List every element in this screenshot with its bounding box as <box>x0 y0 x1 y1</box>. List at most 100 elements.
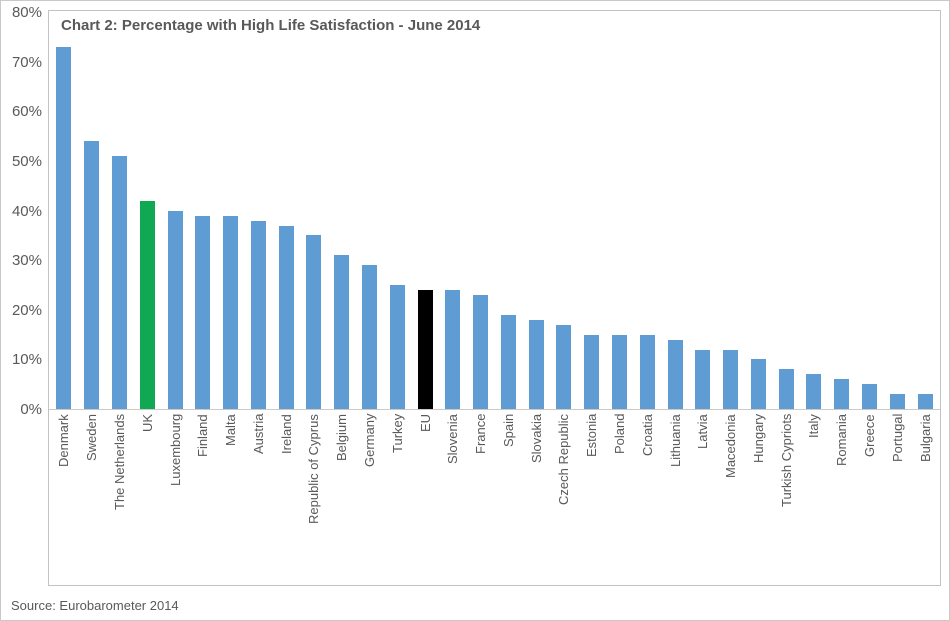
bar-sweden <box>84 141 100 409</box>
bar-zone <box>133 11 161 409</box>
bar-malta <box>223 215 239 409</box>
category-column: Germany <box>356 11 384 585</box>
bar-croatia <box>639 334 655 409</box>
category-column: Spain <box>495 11 523 585</box>
category-column: Turkish Cypriots <box>772 11 800 585</box>
chart-title: Chart 2: Percentage with High Life Satis… <box>61 17 481 34</box>
bar-zone <box>78 11 106 409</box>
y-axis: 0% 10% 20% 30% 40% 50% 60% 70% 80% <box>1 1 45 620</box>
label-zone: Hungary <box>745 414 773 582</box>
x-tick-label: Lithuania <box>667 414 683 467</box>
y-tick-label: 30% <box>11 252 42 270</box>
bar-zone <box>883 11 911 409</box>
label-zone: Estonia <box>578 414 606 582</box>
bar-zone <box>244 11 272 409</box>
label-zone: Malta <box>217 414 245 582</box>
bar-italy <box>806 374 822 409</box>
bar-czech-republic <box>556 324 572 409</box>
y-tick-label: 60% <box>11 103 42 121</box>
bar-turkish-cypriots <box>778 369 794 409</box>
bar-austria <box>250 220 266 409</box>
bar-zone <box>661 11 689 409</box>
label-zone: Lithuania <box>661 414 689 582</box>
label-zone: Sweden <box>78 414 106 582</box>
label-zone: Turkey <box>383 414 411 582</box>
label-zone: Greece <box>856 414 884 582</box>
category-column: Estonia <box>578 11 606 585</box>
label-zone: France <box>467 414 495 582</box>
bar-republic-of-cyprus <box>306 235 322 409</box>
bar-zone <box>856 11 884 409</box>
bar-denmark <box>56 46 72 409</box>
y-tick-label: 10% <box>11 351 42 369</box>
category-column: Malta <box>217 11 245 585</box>
category-column: Turkey <box>383 11 411 585</box>
x-tick-label: Portugal <box>889 414 905 463</box>
bar-zone <box>772 11 800 409</box>
label-zone: Finland <box>189 414 217 582</box>
bar-greece <box>862 384 878 409</box>
label-zone: The Netherlands <box>106 414 134 582</box>
label-zone: Spain <box>495 414 523 582</box>
bar-zone <box>578 11 606 409</box>
category-column: Poland <box>606 11 634 585</box>
category-column: Greece <box>856 11 884 585</box>
category-column: Italy <box>800 11 828 585</box>
bar-zone <box>800 11 828 409</box>
y-tick-label: 20% <box>11 301 42 319</box>
bar-eu <box>417 290 433 409</box>
category-column: Finland <box>189 11 217 585</box>
bar-zone <box>50 11 78 409</box>
bar-uk <box>139 200 155 409</box>
bar-zone <box>550 11 578 409</box>
x-tick-label: Spain <box>500 414 516 448</box>
x-tick-label: Austria <box>250 414 266 455</box>
category-column: Lithuania <box>661 11 689 585</box>
category-column: Luxembourg <box>161 11 189 585</box>
label-zone: Denmark <box>50 414 78 582</box>
y-tick-label: 50% <box>11 153 42 170</box>
bar-zone <box>189 11 217 409</box>
x-tick-label: Greece <box>862 414 878 457</box>
x-tick-label: Romania <box>834 414 850 467</box>
x-tick-label: France <box>473 414 489 455</box>
bar-zone <box>439 11 467 409</box>
chart-frame: Chart 2: Percentage with High Life Satis… <box>48 10 941 586</box>
bar-finland <box>195 215 211 409</box>
x-tick-label: Slovenia <box>445 414 461 464</box>
category-column: Hungary <box>745 11 773 585</box>
label-zone: Turkish Cypriots <box>772 414 800 582</box>
x-tick-label: UK <box>139 414 155 433</box>
bar-belgium <box>334 255 350 409</box>
category-column: Romania <box>828 11 856 585</box>
label-zone: Italy <box>800 414 828 582</box>
category-column: France <box>467 11 495 585</box>
x-tick-label: Slovakia <box>528 414 544 464</box>
y-tick-label: 40% <box>11 202 42 220</box>
label-zone: Czech Republic <box>550 414 578 582</box>
x-tick-label: Malta <box>223 414 239 446</box>
bar-zone <box>328 11 356 409</box>
category-column: Portugal <box>883 11 911 585</box>
category-column: Slovakia <box>522 11 550 585</box>
bar-zone <box>495 11 523 409</box>
bar-hungary <box>750 359 766 409</box>
x-tick-label: Ireland <box>278 414 294 454</box>
x-tick-label: Sweden <box>84 414 100 461</box>
bar-poland <box>612 334 628 409</box>
bar-zone <box>411 11 439 409</box>
bar-latvia <box>695 349 711 409</box>
category-column: Macedonia <box>717 11 745 585</box>
label-zone: Portugal <box>883 414 911 582</box>
bar-zone <box>633 11 661 409</box>
bar-zone <box>606 11 634 409</box>
plot-columns: Denmark Sweden The Netherlands UK Luxembourg… <box>50 11 939 585</box>
bar-macedonia <box>723 349 739 409</box>
bar-luxembourg <box>167 210 183 409</box>
x-tick-label: Denmark <box>56 414 72 467</box>
bar-zone <box>717 11 745 409</box>
x-tick-label: Finland <box>195 414 211 457</box>
category-column: Czech Republic <box>550 11 578 585</box>
x-tick-label: Estonia <box>584 414 600 458</box>
category-column: Bulgaria <box>911 11 939 585</box>
